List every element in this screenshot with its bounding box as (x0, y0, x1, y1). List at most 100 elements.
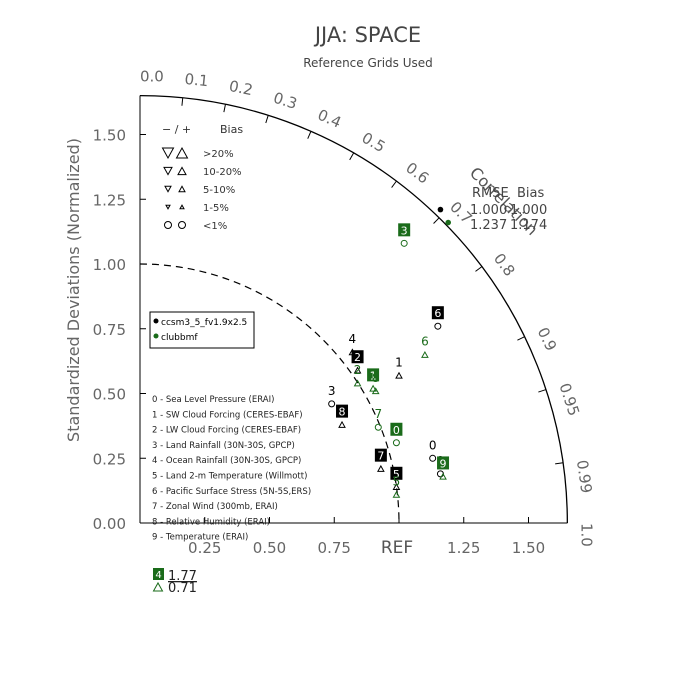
reference-arc (139, 263, 400, 524)
bias-marker (353, 366, 362, 374)
data-point: 6 (431, 306, 444, 330)
variable-legend-item: 8 - Relative Humidity (ERAI) (152, 517, 270, 527)
data-point-label: 9 (440, 457, 447, 470)
corr-tick-label: 1.0 (577, 523, 595, 547)
variable-legend-item: 3 - Land Rainfall (30N-30S, GPCP) (152, 441, 295, 451)
corr-tick (433, 217, 440, 224)
corr-tick (349, 152, 355, 161)
data-point-label: 5 (393, 475, 401, 489)
bias-marker (434, 322, 442, 330)
variable-legend-item: 2 - LW Cloud Forcing (CERES-EBAF) (152, 426, 301, 436)
data-point-label: 2 (354, 351, 361, 364)
data-point: 4 (348, 332, 357, 356)
outlier-label: 4 (155, 570, 161, 581)
data-point-label: 6 (434, 307, 441, 320)
bias-marker (338, 420, 346, 428)
bias-marker (395, 371, 403, 379)
outlier-note: 4 1.770.71 (152, 568, 197, 596)
bias-value: 1.000 (510, 203, 547, 218)
data-point: 0 (429, 438, 437, 462)
data-point-label: 8 (372, 371, 380, 385)
corr-tick (181, 97, 184, 106)
bias-marker (369, 384, 377, 392)
data-point-label: 5 (393, 468, 400, 481)
y-tick-label: 0.00 (93, 515, 126, 533)
bias-legend-label: <1% (203, 221, 227, 232)
data-point-label: 4 (349, 332, 357, 346)
bias-marker (348, 348, 357, 356)
bias-marker (429, 454, 437, 462)
bias-legend-label: 1-5% (203, 203, 229, 214)
corr-tick-label: 0.1 (184, 70, 210, 90)
bias-marker (439, 472, 447, 480)
data-point-box (437, 456, 450, 470)
data-point-label: 3 (401, 224, 408, 237)
corr-tick-label: 0.5 (359, 129, 389, 157)
data-point-label: 1 (370, 369, 377, 382)
corr-tick (307, 131, 312, 139)
bias-marker (374, 423, 382, 431)
corr-tick-label: 0.6 (402, 159, 432, 188)
bias-legend-label: 5-10% (203, 185, 235, 196)
variable-legend-item: 4 - Ocean Rainfall (30N-30S, GPCP) (152, 456, 301, 466)
x-tick-label: 0.75 (318, 539, 351, 557)
bias-up-triangle (179, 204, 185, 210)
data-point-label: 7 (377, 450, 384, 463)
data-point: 8 (371, 371, 380, 395)
y-tick-label: 1.50 (93, 127, 126, 145)
corr-tick (265, 115, 269, 124)
x-tick-label: 0.25 (188, 539, 221, 557)
data-point-label: 7 (374, 407, 382, 421)
bias-marker (392, 439, 400, 447)
y-tick-label: 0.50 (93, 386, 126, 404)
rmse-marker (445, 219, 452, 226)
variable-legend-item: 9 - Temperature (ERAI) (152, 533, 248, 543)
data-point: 5 (390, 466, 403, 490)
bias-marker (392, 483, 401, 490)
rmse-value: 1.000 (470, 203, 507, 218)
data-point: 9 (437, 456, 450, 480)
data-point: 0 (390, 422, 403, 447)
outer-arc (139, 95, 568, 524)
bias-legend-label: 10-20% (203, 167, 242, 178)
corr-tick-label: 0.9 (534, 325, 561, 354)
corr-tick (391, 180, 397, 188)
corr-tick-label: 0.95 (555, 381, 583, 418)
bias-down-triangle (161, 147, 175, 159)
bias-marker (392, 490, 401, 498)
bias-marker (353, 379, 362, 387)
data-point: 2 (353, 363, 362, 387)
bias-circle (164, 221, 172, 229)
data-point-label: 0 (429, 438, 437, 452)
data-point-box (431, 306, 444, 320)
case-legend-box (149, 311, 255, 349)
chart-subtitle: Reference Grids Used (303, 56, 433, 70)
bias-header: Bias (517, 186, 544, 201)
case-legend-dot (153, 318, 159, 324)
x-tick-label: 0.50 (253, 539, 286, 557)
corr-tick-label: 0.0 (140, 68, 164, 86)
data-point-box (398, 223, 411, 237)
y-tick-label: 0.75 (93, 321, 126, 339)
data-point-label: 3 (328, 384, 336, 398)
data-point-box (390, 422, 403, 436)
data-point-label: 0 (393, 424, 400, 437)
data-point: 3 (398, 223, 411, 247)
bias-circle (178, 221, 186, 229)
y-tick-label: 1.00 (93, 256, 126, 274)
variables-legend: 0 - Sea Level Pressure (ERAI) 1 - SW Clou… (152, 395, 311, 543)
rmse-header: RMSE (472, 186, 509, 201)
variable-legend-item: 7 - Zonal Wind (300mb, ERAI) (152, 502, 278, 512)
bias-marker (328, 400, 336, 408)
data-point: 3 (328, 384, 336, 408)
bias-legend-header: Bias (220, 123, 243, 136)
data-points: 0123456789012356789 (328, 223, 450, 498)
bias-marker (400, 239, 408, 247)
corr-tick-label: 0.2 (227, 77, 254, 99)
x-tick-label: 1.25 (447, 539, 480, 557)
bias-legend-label: >20% (203, 149, 234, 160)
bias-down-triangle (165, 204, 171, 210)
